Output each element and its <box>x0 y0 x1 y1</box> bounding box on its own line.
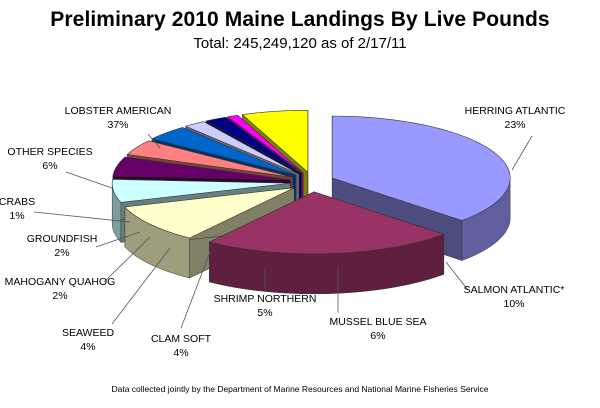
label-groundfish: GROUNDFISH 2% <box>27 231 141 259</box>
slice-label-shrimp-northern: SHRIMP NORTHERN <box>214 293 317 305</box>
chart-title: Preliminary 2010 Maine Landings By Live … <box>50 8 550 31</box>
label-clam-soft: CLAM SOFT 4% <box>151 251 212 359</box>
slice-label-clam-soft: CLAM SOFT <box>151 333 212 345</box>
slice-label-lobster-american: LOBSTER AMERICAN <box>65 105 172 117</box>
slice-herring-atlantic <box>208 191 445 295</box>
label-shrimp-northern: SHRIMP NORTHERN 5% <box>214 268 317 319</box>
slice-label-mahogany-quahog: MAHOGANY QUAHOG <box>5 276 116 288</box>
slice-pct-mussel-blue-sea: 6% <box>370 330 385 342</box>
slice-pct-shrimp-northern: 5% <box>257 307 272 319</box>
slice-pct-herring-atlantic: 23% <box>504 119 525 131</box>
pie-slices <box>111 109 511 295</box>
label-mussel-blue-sea: MUSSEL BLUE SEA 6% <box>329 268 427 342</box>
slice-label-seaweed: SEAWEED <box>62 327 115 339</box>
slice-label-mussel-blue-sea: MUSSEL BLUE SEA <box>329 316 426 328</box>
slice-label-crabs: CRABS <box>0 196 35 208</box>
slice-pct-clam-soft: 4% <box>173 347 188 359</box>
label-crabs: CRABS 1% <box>0 196 131 223</box>
slice-pct-mahogany-quahog: 2% <box>52 290 67 302</box>
slice-pct-salmon-atlantic: 10% <box>503 298 524 310</box>
label-lobster-american: LOBSTER AMERICAN 37% <box>65 105 172 149</box>
label-herring-atlantic: HERRING ATLANTIC 23% <box>465 105 566 171</box>
slice-pct-seaweed: 4% <box>80 341 95 353</box>
label-other-species: OTHER SPECIES 6% <box>7 146 113 189</box>
slice-labels: LOBSTER AMERICAN 37% HERRING ATLANTIC 23% SA… <box>0 105 566 359</box>
slice-pct-lobster-american: 37% <box>107 119 128 131</box>
chart-footnote: Data collected jointly by the Department… <box>111 384 489 394</box>
chart-subtitle: Total: 245,249,120 as of 2/17/11 <box>193 35 407 52</box>
slice-label-groundfish: GROUNDFISH <box>27 233 98 245</box>
label-seaweed: SEAWEED 4% <box>62 247 171 353</box>
label-mahogany-quahog: MAHOGANY QUAHOG 2% <box>5 236 151 302</box>
slice-pct-groundfish: 2% <box>54 247 69 259</box>
slice-label-herring-atlantic: HERRING ATLANTIC <box>465 105 566 117</box>
slice-label-other-species: OTHER SPECIES <box>7 146 92 158</box>
slice-pct-crabs: 1% <box>9 210 24 222</box>
label-salmon-atlantic: SALMON ATLANTIC* 10% <box>445 261 565 310</box>
slice-pct-other-species: 6% <box>42 160 57 172</box>
slice-label-salmon-atlantic: SALMON ATLANTIC* <box>464 284 565 296</box>
